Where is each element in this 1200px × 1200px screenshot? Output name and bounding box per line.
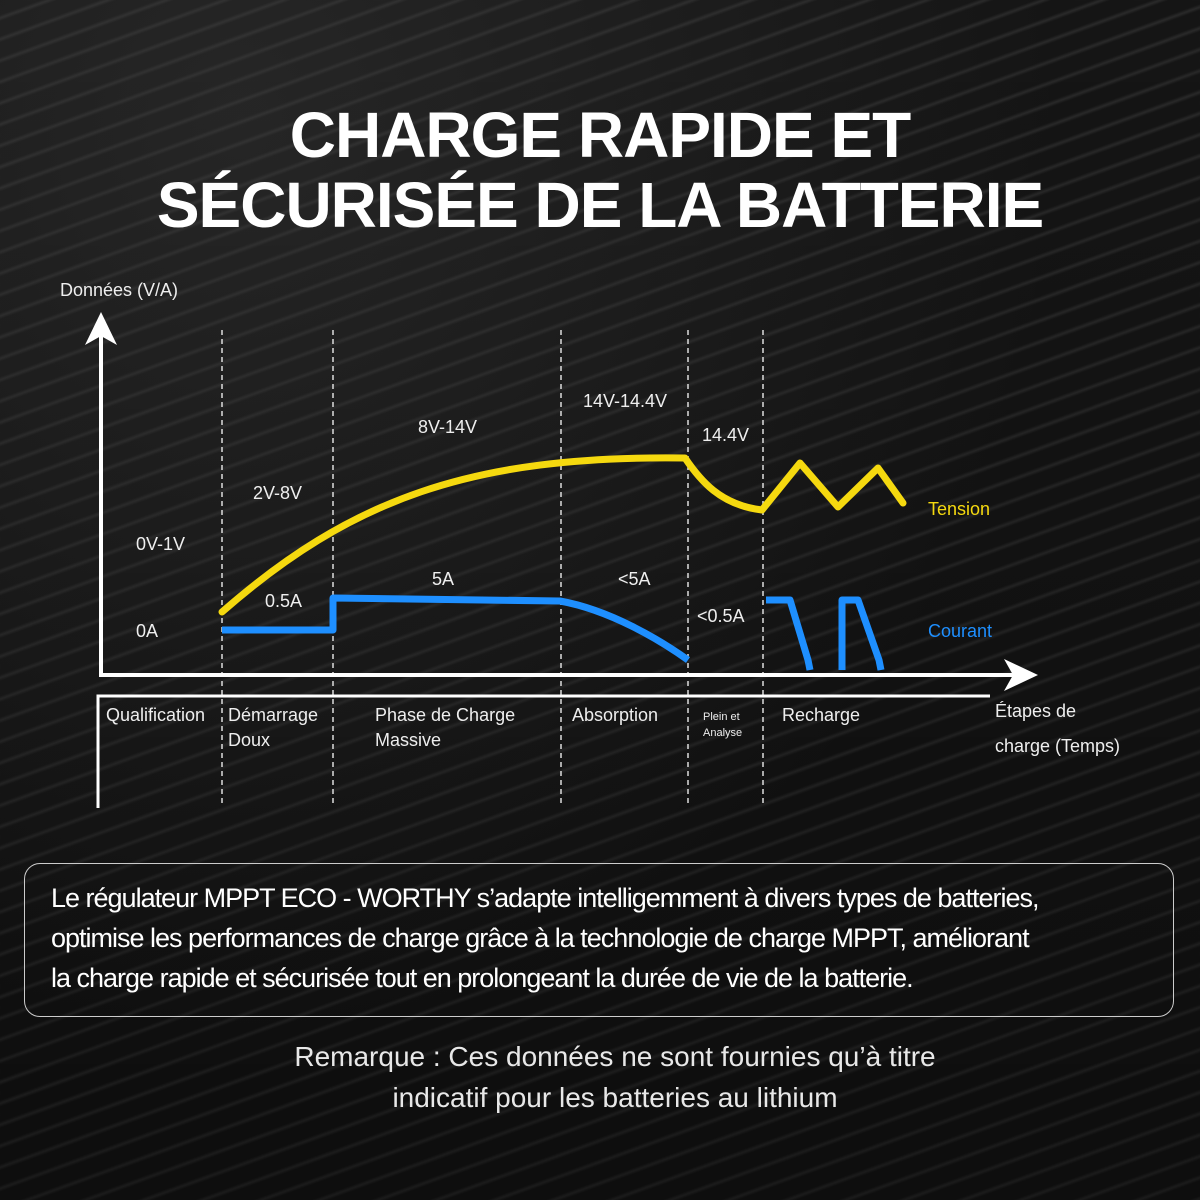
stage-table-border [96, 694, 990, 808]
current-label: <5A [618, 569, 651, 589]
disclaimer-note: Remarque : Ces données ne sont fournies … [294, 1041, 936, 1113]
stage-qualification: Qualification [106, 705, 206, 725]
current-curve [222, 594, 885, 671]
stage-soft-start: Démarrage Doux [228, 705, 319, 750]
current-label: 0A [136, 621, 159, 641]
x-axis-label: Étapes de charge (Temps) [995, 701, 1121, 756]
current-label: <0.5A [697, 606, 745, 626]
voltage-label: 0V-1V [136, 534, 186, 554]
current-label: 0.5A [265, 591, 303, 611]
stage-bulk-charge: Phase de Charge Massive [375, 705, 516, 750]
y-axis-arrow-icon [85, 312, 117, 345]
stage-recharge: Recharge [782, 705, 861, 725]
legend-voltage: Tension [928, 499, 991, 519]
stage-absorption: Absorption [572, 705, 659, 725]
description-box: Le régulateur MPPT ECO - WORTHY s’adapte… [24, 863, 1174, 1017]
page-title: CHARGE RAPIDE ET SÉCURISÉE DE LA BATTERIE [156, 99, 1044, 241]
current-label: 5A [432, 569, 455, 589]
voltage-curve [218, 454, 907, 616]
voltage-label: 14.4V [702, 425, 750, 445]
stage-full-analysis: Plein et Analyse [703, 711, 743, 739]
voltage-label: 2V-8V [253, 483, 303, 503]
x-axis-arrow-icon [1004, 659, 1038, 691]
voltage-label: 8V-14V [418, 417, 478, 437]
legend-current: Courant [928, 621, 993, 641]
voltage-label: 14V-14.4V [583, 391, 668, 411]
y-axis-label: Données (V/A) [60, 280, 179, 300]
